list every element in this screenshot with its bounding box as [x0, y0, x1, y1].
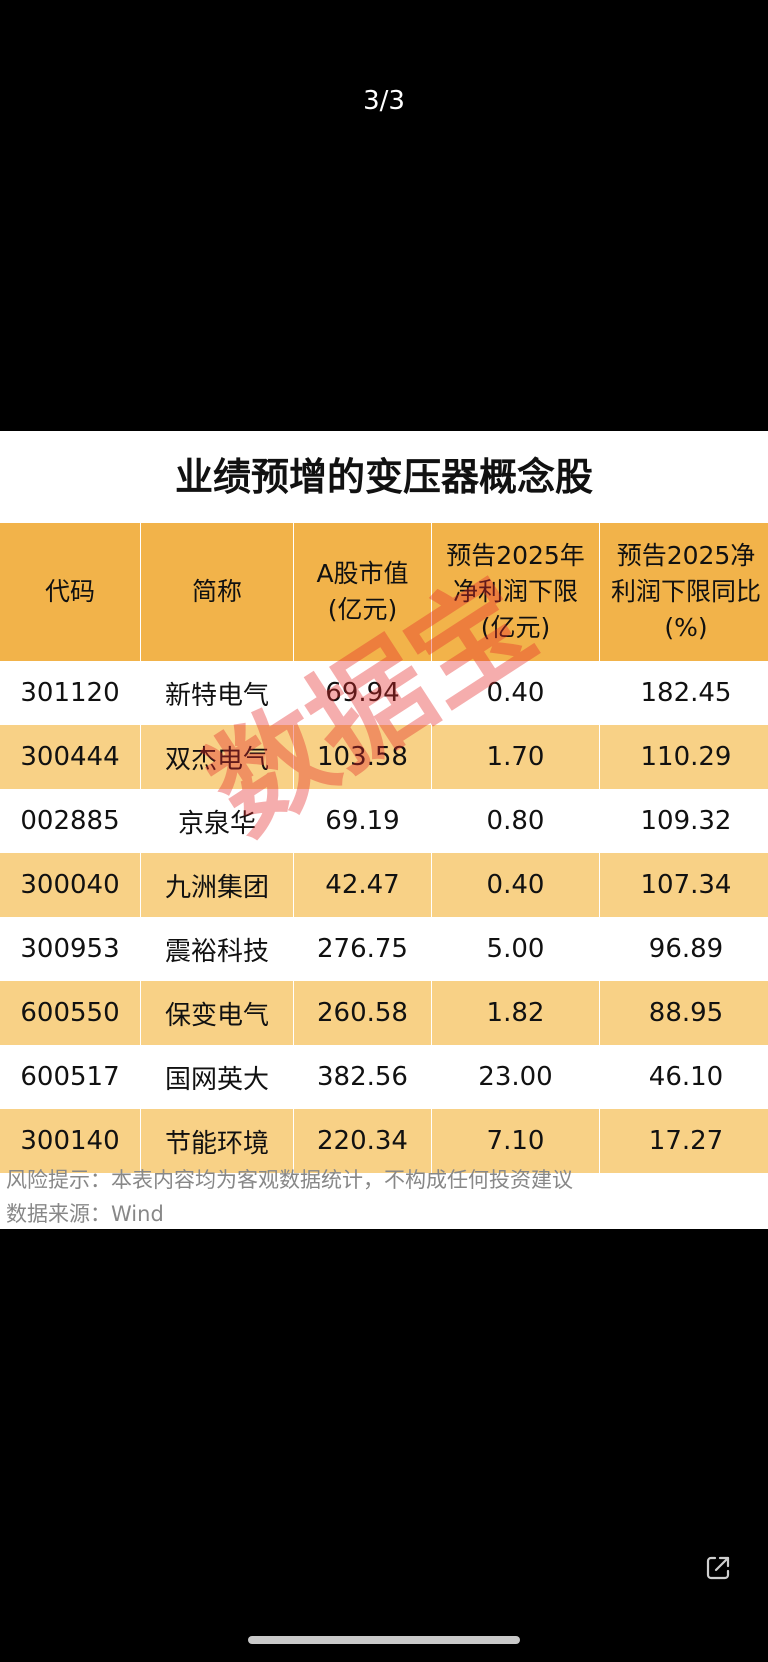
header-yoy-unit: (%) [664, 613, 708, 642]
cell-code: 300040 [0, 853, 141, 917]
cell-market-cap: 103.58 [293, 725, 432, 789]
table-header-row: 代码 简称 A股市值 (亿元) 预告2025年 净利润下限 (亿元) 预告202… [0, 523, 768, 661]
header-market-cap-unit: (亿元) [327, 595, 398, 624]
header-code-line: 代码 [44, 577, 95, 606]
cell-market-cap: 220.34 [293, 1109, 432, 1173]
cell-net-profit: 7.10 [431, 1109, 600, 1173]
header-net-profit-line: 净利润下限 [452, 577, 578, 606]
cell-market-cap: 382.56 [293, 1045, 432, 1109]
table-row: 300040 九洲集团 42.47 0.40 107.34 [0, 853, 768, 917]
table-row: 301120 新特电气 69.94 0.40 182.45 [0, 661, 768, 725]
cell-name: 双杰电气 [140, 725, 294, 789]
cell-net-profit: 0.40 [431, 853, 600, 917]
stock-table: 代码 简称 A股市值 (亿元) 预告2025年 净利润下限 (亿元) 预告202… [0, 523, 768, 1173]
cell-net-profit: 1.70 [431, 725, 600, 789]
cell-name: 新特电气 [140, 661, 294, 725]
cell-name: 震裕科技 [140, 917, 294, 981]
home-indicator[interactable] [248, 1636, 520, 1644]
page-counter: 3/3 [363, 86, 405, 116]
cell-market-cap: 276.75 [293, 917, 432, 981]
cell-code: 300444 [0, 725, 141, 789]
header-yoy: 预告2025净 利润下限同比 (%) [600, 523, 768, 661]
data-table-image: 业绩预增的变压器概念股 代码 简称 A股市值 (亿元) 预告2025年 净利润下… [0, 431, 768, 1229]
header-yoy-line: 利润下限同比 [610, 577, 761, 606]
risk-note: 风险提示：本表内容均为客观数据统计，不构成任何投资建议 [6, 1168, 573, 1192]
header-market-cap-line: A股市值 [316, 559, 409, 588]
header-market-cap: A股市值 (亿元) [293, 523, 432, 661]
cell-net-profit: 0.40 [431, 661, 600, 725]
cell-yoy: 46.10 [648, 1062, 724, 1092]
cell-code: 600517 [0, 1045, 141, 1109]
header-net-profit-unit: (亿元) [480, 613, 551, 642]
cell-code: 300953 [0, 917, 141, 981]
table-row: 300444 双杰电气 103.58 1.70 110.29 [0, 725, 768, 789]
cell-net-profit: 23.00 [431, 1045, 600, 1109]
source-note: 数据来源：Wind [6, 1202, 164, 1226]
cell-market-cap: 69.19 [293, 789, 432, 853]
cell-code: 300140 [0, 1109, 141, 1173]
cell-yoy: 17.27 [648, 1126, 724, 1156]
cell-net-profit: 1.82 [431, 981, 600, 1045]
header-yoy-line: 预告2025净 [616, 541, 756, 570]
table-row: 600517 国网英大 382.56 23.00 46.10 [0, 1045, 768, 1109]
cell-code: 002885 [0, 789, 141, 853]
cell-name: 九洲集团 [140, 853, 294, 917]
cell-net-profit: 0.80 [431, 789, 600, 853]
cell-name: 国网英大 [140, 1045, 294, 1109]
cell-yoy: 88.95 [648, 998, 724, 1028]
table-title: 业绩预增的变压器概念股 [174, 455, 593, 499]
cell-yoy: 96.89 [648, 934, 724, 964]
cell-code: 600550 [0, 981, 141, 1045]
cell-market-cap: 69.94 [293, 661, 432, 725]
table-row: 300953 震裕科技 276.75 5.00 96.89 [0, 917, 768, 981]
header-net-profit-line: 预告2025年 [446, 541, 585, 570]
cell-yoy: 110.29 [640, 742, 732, 772]
cell-yoy: 107.34 [640, 870, 732, 900]
header-name-line: 简称 [191, 577, 242, 606]
cell-name: 保变电气 [140, 981, 294, 1045]
cell-net-profit: 5.00 [431, 917, 600, 981]
cell-name: 节能环境 [140, 1109, 294, 1173]
cell-name: 京泉华 [140, 789, 294, 853]
table-row: 002885 京泉华 69.19 0.80 109.32 [0, 789, 768, 853]
header-name: 简称 [140, 523, 294, 661]
cell-yoy: 182.45 [640, 678, 732, 708]
cell-code: 301120 [0, 661, 141, 725]
cell-yoy: 109.32 [640, 806, 732, 836]
table-row: 300140 节能环境 220.34 7.10 17.27 [0, 1109, 768, 1173]
header-code: 代码 [0, 523, 141, 661]
cell-market-cap: 42.47 [293, 853, 432, 917]
share-icon[interactable] [704, 1554, 732, 1582]
cell-market-cap: 260.58 [293, 981, 432, 1045]
header-net-profit: 预告2025年 净利润下限 (亿元) [431, 523, 600, 661]
table-row: 600550 保变电气 260.58 1.82 88.95 [0, 981, 768, 1045]
